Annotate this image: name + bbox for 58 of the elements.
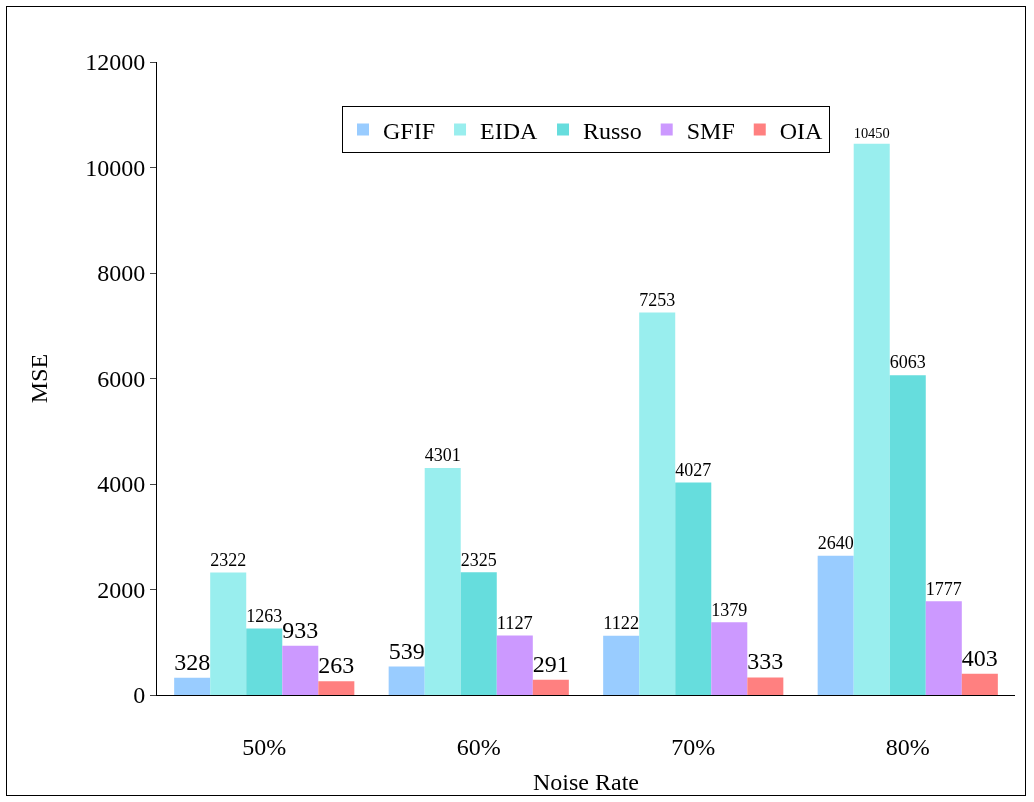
bar [889, 375, 926, 695]
y-tick-label: 6000 [97, 365, 146, 392]
bar [532, 679, 569, 695]
y-axis-title: MSE [26, 353, 53, 404]
bar [711, 622, 748, 695]
data-label: 7253 [639, 289, 676, 310]
bar [210, 572, 247, 695]
data-label: 10450 [853, 124, 890, 141]
data-label: 333 [747, 648, 784, 675]
bar [282, 645, 319, 695]
data-label: 1379 [711, 599, 748, 620]
bar [675, 482, 712, 695]
y-tick-label: 2000 [97, 576, 146, 603]
legend-label: GFIF [383, 117, 436, 144]
bar [961, 673, 998, 695]
bar [174, 677, 211, 695]
data-label: 403 [961, 644, 998, 671]
bar [603, 635, 640, 695]
legend-label: OIA [779, 117, 824, 144]
data-label: 4301 [424, 445, 461, 466]
bar [424, 468, 461, 695]
y-tick-label: 12000 [85, 49, 146, 76]
legend-label: SMF [686, 117, 735, 144]
bar [925, 601, 962, 695]
bar [246, 628, 283, 695]
data-label: 1122 [603, 612, 640, 633]
bar [496, 635, 533, 695]
data-label: 2322 [210, 549, 247, 570]
data-label: 328 [174, 648, 211, 675]
x-axis-title: Noise Rate [533, 769, 639, 795]
y-tick-label: 10000 [85, 154, 146, 181]
bar [639, 312, 676, 695]
data-label: 6063 [889, 352, 926, 373]
bar [388, 666, 425, 695]
x-tick-label: 50% [242, 733, 287, 760]
y-tick-label: 8000 [97, 260, 146, 287]
data-label: 1127 [496, 612, 533, 633]
bar [817, 555, 854, 695]
bar [460, 572, 497, 695]
data-label: 2640 [817, 532, 854, 553]
y-tick-label: 0 [133, 682, 146, 709]
data-label: 4027 [675, 459, 712, 480]
data-label: 539 [388, 637, 425, 664]
legend-label: EIDA [480, 117, 539, 144]
data-label: 933 [282, 616, 319, 643]
y-tick-label: 4000 [97, 471, 146, 498]
x-tick-label: 80% [885, 733, 930, 760]
data-label: 263 [318, 652, 355, 679]
x-tick-label: 60% [456, 733, 501, 760]
x-tick-label: 70% [671, 733, 716, 760]
data-label: 1777 [925, 578, 962, 599]
data-label: 2325 [460, 549, 497, 570]
bar [747, 677, 784, 695]
data-label: 291 [532, 650, 569, 677]
data-label: 1263 [246, 605, 283, 626]
legend-label: Russo [583, 117, 642, 144]
bar [318, 681, 355, 695]
bar [853, 143, 890, 695]
